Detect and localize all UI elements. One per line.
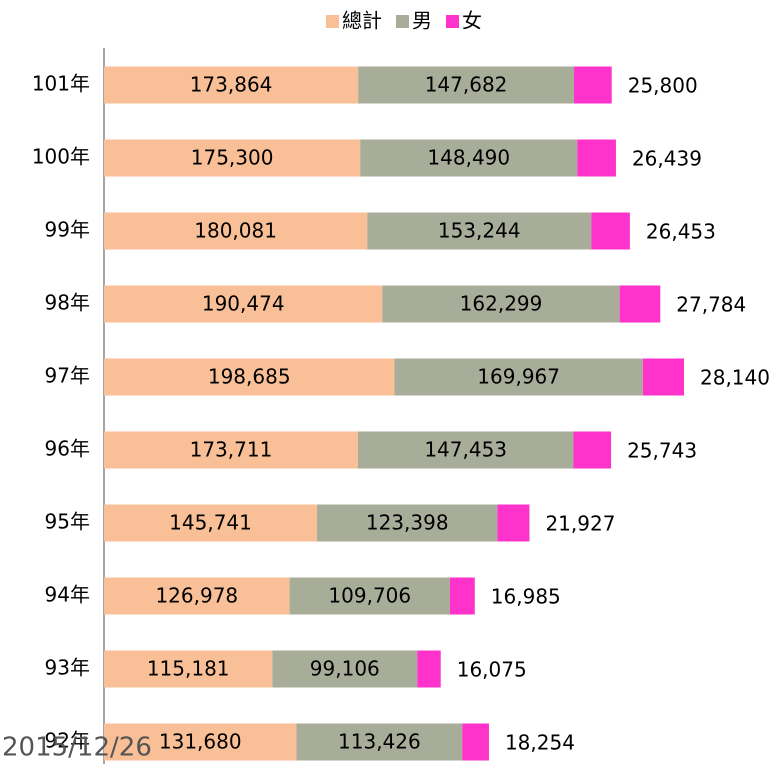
y-tick-label: 101年 xyxy=(32,72,90,96)
date-stamp: 2015/12/26 xyxy=(2,733,152,763)
data-label: 26,453 xyxy=(646,220,716,244)
data-label: 173,864 xyxy=(190,73,273,97)
bar-segment xyxy=(289,577,450,615)
bar-segment xyxy=(360,139,578,177)
data-label: 169,967 xyxy=(477,365,560,389)
legend-label: 總計 xyxy=(342,9,382,33)
bar-segment xyxy=(104,504,318,542)
bar-segment xyxy=(104,577,290,615)
data-label: 27,784 xyxy=(676,293,746,317)
y-tick-label: 100年 xyxy=(32,145,90,169)
data-label: 115,181 xyxy=(147,657,230,681)
y-tick-label: 99年 xyxy=(45,218,90,242)
data-label: 162,299 xyxy=(460,292,543,316)
bar-segment xyxy=(104,212,368,250)
bar-segment xyxy=(358,66,575,104)
y-tick-label: 93年 xyxy=(45,656,90,680)
legend-swatch xyxy=(326,15,339,28)
data-label: 147,682 xyxy=(425,73,508,97)
bar-segment xyxy=(104,431,358,469)
bar-segment xyxy=(417,650,441,688)
data-label: 126,978 xyxy=(155,584,238,608)
bar-segment xyxy=(462,723,489,761)
data-label: 99,106 xyxy=(310,657,380,681)
bar-segment xyxy=(104,139,361,177)
data-label: 147,453 xyxy=(424,438,507,462)
bar-segment xyxy=(104,66,359,104)
bar-segment xyxy=(382,285,620,323)
y-tick-label: 97年 xyxy=(45,364,90,388)
data-label: 16,985 xyxy=(491,585,561,609)
data-label: 148,490 xyxy=(427,146,510,170)
bar-segment xyxy=(296,723,463,761)
bar-segment xyxy=(317,504,498,542)
bar-segment xyxy=(104,358,395,396)
y-tick-label: 96年 xyxy=(45,437,90,461)
data-label: 145,741 xyxy=(169,511,252,535)
bar-segment xyxy=(642,358,684,396)
data-label: 153,244 xyxy=(438,219,521,243)
data-label: 173,711 xyxy=(190,438,273,462)
bar-segment xyxy=(497,504,530,542)
legend-label: 女 xyxy=(462,9,482,33)
data-label: 21,927 xyxy=(545,512,615,536)
data-label: 18,254 xyxy=(505,731,575,755)
bar-segment xyxy=(272,650,418,688)
bar-segment xyxy=(577,139,616,177)
data-label: 28,140 xyxy=(700,366,770,390)
data-label: 190,474 xyxy=(202,292,285,316)
data-label: 131,680 xyxy=(159,730,242,754)
bar-segment xyxy=(104,723,297,761)
data-label: 198,685 xyxy=(208,365,291,389)
bar-segment xyxy=(104,285,383,323)
data-label: 113,426 xyxy=(338,730,421,754)
y-tick-label: 98年 xyxy=(45,291,90,315)
bar-segment xyxy=(394,358,643,396)
data-label: 123,398 xyxy=(366,511,449,535)
data-label: 26,439 xyxy=(632,147,702,171)
data-label: 175,300 xyxy=(191,146,274,170)
bar-segment xyxy=(449,577,475,615)
legend-swatch xyxy=(396,15,409,28)
y-tick-label: 95年 xyxy=(45,510,90,534)
y-tick-label: 94年 xyxy=(45,583,90,607)
data-label: 25,800 xyxy=(628,74,698,98)
bar-segment xyxy=(573,431,612,469)
legend-label: 男 xyxy=(412,9,432,33)
data-label: 109,706 xyxy=(328,584,411,608)
bar-segment xyxy=(619,285,661,323)
data-label: 16,075 xyxy=(457,658,527,682)
data-label: 180,081 xyxy=(194,219,277,243)
bar-segment xyxy=(367,212,592,250)
legend-swatch xyxy=(446,15,459,28)
bar-segment xyxy=(591,212,630,250)
data-label: 25,743 xyxy=(627,439,697,463)
y-tick-label: 92年 xyxy=(45,729,90,753)
bar-segment xyxy=(357,431,574,469)
bar-segment xyxy=(104,650,273,688)
bar-segment xyxy=(574,66,612,104)
